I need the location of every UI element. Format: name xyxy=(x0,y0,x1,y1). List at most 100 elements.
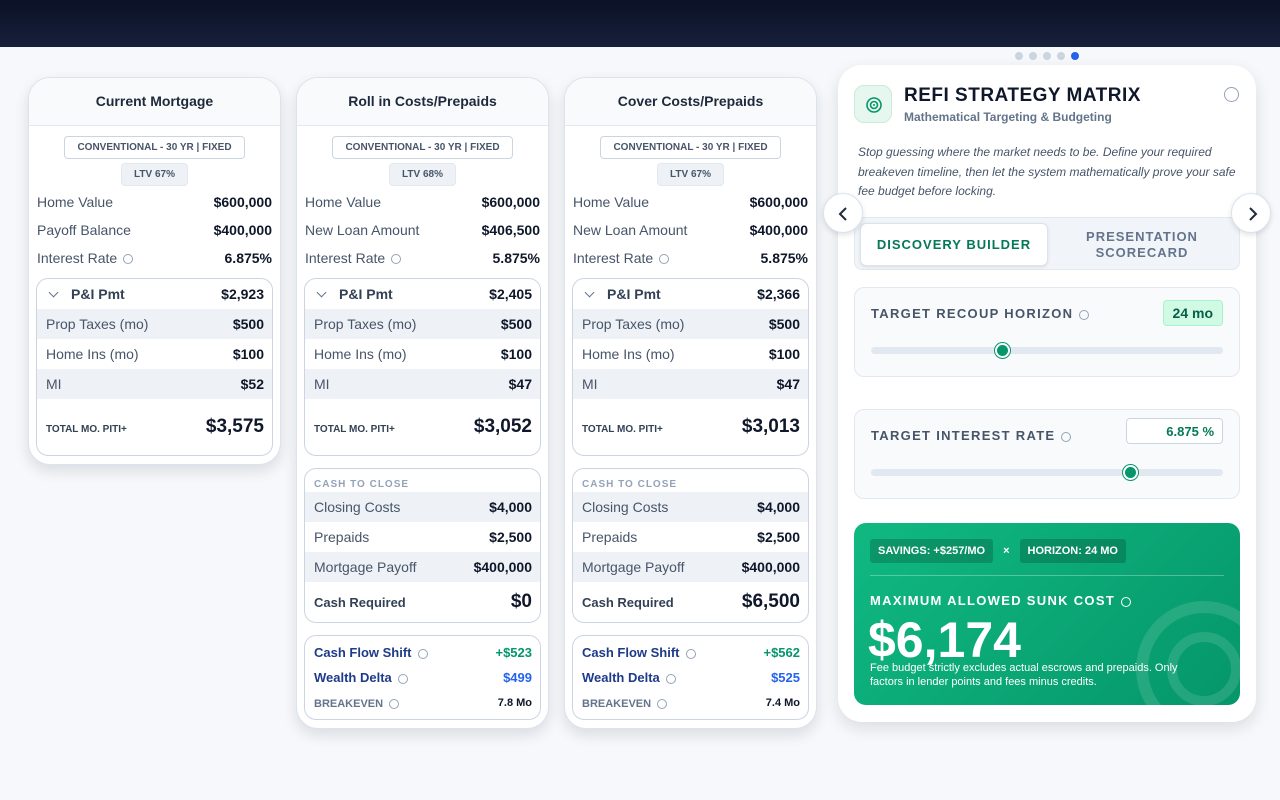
row-label: Prepaids xyxy=(314,529,370,545)
row-value: $500 xyxy=(500,316,532,332)
loan-row: New Loan Amount $406,500 xyxy=(297,216,548,244)
label-text: MAXIMUM ALLOWED SUNK COST xyxy=(870,593,1116,608)
result-note: Fee budget strictly excludes actual escr… xyxy=(870,662,1178,688)
slider[interactable] xyxy=(871,343,1223,358)
target-icon xyxy=(854,85,892,123)
row-label: Prop Taxes (mo) xyxy=(46,316,149,332)
tab[interactable]: DISCOVERY BUILDER xyxy=(860,223,1048,266)
piti-head[interactable]: P&I Pmt $2,923 xyxy=(37,279,272,309)
info-icon[interactable] xyxy=(391,254,402,265)
info-icon[interactable] xyxy=(417,648,428,659)
row-label-wrap: Closing Costs xyxy=(314,499,400,515)
chip: HORIZON: 24 MO xyxy=(1019,539,1126,563)
page-dot[interactable] xyxy=(1015,52,1023,60)
next-button[interactable] xyxy=(1231,193,1271,233)
row-value: $2,923 xyxy=(221,286,264,302)
slider[interactable] xyxy=(871,465,1223,480)
info-icon[interactable] xyxy=(389,698,400,709)
piti-row: MI $47 xyxy=(573,369,808,399)
info-icon[interactable] xyxy=(665,673,676,684)
info-icon[interactable] xyxy=(123,254,134,265)
row-value: $3,013 xyxy=(741,416,800,437)
piti-box: P&I Pmt $2,405 Prop Taxes (mo) $500 Home Ins… xyxy=(304,278,541,456)
row-value: $100 xyxy=(500,346,532,362)
row-label-wrap: Cash Flow Shift xyxy=(582,645,696,660)
info-icon[interactable] xyxy=(1079,309,1090,320)
tabs: DISCOVERY BUILDER PRESENTATION SCORECARD xyxy=(854,217,1240,270)
divider xyxy=(870,575,1224,576)
strategy-panel: REFI STRATEGY MATRIX Mathematical Target… xyxy=(838,65,1256,722)
info-icon[interactable] xyxy=(1121,596,1132,607)
tab[interactable]: PRESENTATION SCORECARD xyxy=(1086,228,1198,260)
row-label: Home Ins (mo) xyxy=(582,346,675,362)
info-icon[interactable] xyxy=(397,673,408,684)
row-label-wrap: Prepaids xyxy=(314,529,369,545)
piti-box: P&I Pmt $2,923 Prop Taxes (mo) $500 Home Ins… xyxy=(36,278,273,456)
row-label-wrap: TOTAL MO. PITI+ xyxy=(314,419,395,435)
row-label: Closing Costs xyxy=(582,499,669,515)
rate-input[interactable]: 6.875 % xyxy=(1126,418,1223,444)
chevron xyxy=(48,287,59,298)
row-label: New Loan Amount xyxy=(305,222,420,238)
row-label: New Loan Amount xyxy=(573,222,688,238)
row-value: $2,500 xyxy=(489,529,532,545)
piti-row: Prop Taxes (mo) $500 xyxy=(573,309,808,339)
chevron xyxy=(584,287,595,298)
slider-thumb[interactable] xyxy=(1123,465,1138,480)
metric-row: Wealth Delta $525 xyxy=(573,665,808,690)
badge: CONVENTIONAL - 30 YR | FIXED xyxy=(600,136,781,159)
info-icon[interactable] xyxy=(657,698,668,709)
row-label: Home Value xyxy=(305,194,382,210)
row-label-wrap: MI xyxy=(582,376,598,392)
chevron xyxy=(316,287,327,298)
piti-head[interactable]: P&I Pmt $2,405 xyxy=(305,279,540,309)
cash-total: Cash Required $0 xyxy=(305,582,540,622)
page-dot[interactable] xyxy=(1071,52,1079,60)
piti-total: TOTAL MO. PITI+ $3,575 xyxy=(37,399,272,455)
page-dot[interactable] xyxy=(1057,52,1065,60)
control-label: TARGET RECOUP HORIZON xyxy=(871,306,1090,321)
panel-title: REFI STRATEGY MATRIX xyxy=(904,85,1141,106)
row-label-wrap: Mortgage Payoff xyxy=(582,559,684,575)
row-label-wrap: Home Value xyxy=(305,194,381,210)
slider-thumb[interactable] xyxy=(995,343,1010,358)
label-text: TARGET INTEREST RATE xyxy=(871,428,1056,443)
badge: LTV 67% xyxy=(657,163,724,186)
info-icon[interactable] xyxy=(685,648,696,659)
piti-row: Home Ins (mo) $100 xyxy=(37,339,272,369)
row-label: Wealth Delta xyxy=(582,670,660,685)
control-value: 24 mo xyxy=(1162,300,1223,326)
prev-button[interactable] xyxy=(823,193,863,233)
row-label: P&I Pmt xyxy=(607,286,661,302)
section-label: CASH TO CLOSE xyxy=(582,479,678,490)
row-label: Home Ins (mo) xyxy=(46,346,139,362)
row-label: BREAKEVEN xyxy=(582,698,652,710)
row-value: 7.8 Mo xyxy=(497,696,532,709)
row-label-wrap: MI xyxy=(314,376,330,392)
pagination xyxy=(1015,52,1079,60)
badge: LTV 68% xyxy=(389,163,456,186)
piti-head[interactable]: P&I Pmt $2,366 xyxy=(573,279,808,309)
info-icon[interactable] xyxy=(1061,431,1072,442)
row-label-wrap: Prepaids xyxy=(582,529,637,545)
row-label: Home Ins (mo) xyxy=(314,346,407,362)
loan-row: Interest Rate 5.875% xyxy=(297,244,548,272)
row-value: $100 xyxy=(768,346,800,362)
row-value: $3,052 xyxy=(473,416,532,437)
row-label: BREAKEVEN xyxy=(314,698,384,710)
loan-row: Home Value $600,000 xyxy=(565,188,816,216)
loan-row: Home Value $600,000 xyxy=(297,188,548,216)
piti-total: TOTAL MO. PITI+ $3,013 xyxy=(573,399,808,455)
panel-subtitle: Mathematical Targeting & Budgeting xyxy=(904,110,1112,124)
page-dot[interactable] xyxy=(1043,52,1051,60)
row-label-wrap: Mortgage Payoff xyxy=(314,559,416,575)
input-value: 6.875 xyxy=(1166,424,1199,439)
result-amount: $6,174 xyxy=(868,612,1021,668)
cash-row: Prepaids $2,500 xyxy=(305,522,540,552)
help-icon[interactable] xyxy=(1224,87,1239,102)
row-label: Cash Required xyxy=(582,595,674,610)
row-label: P&I Pmt xyxy=(71,286,125,302)
row-label: Interest Rate xyxy=(573,250,654,266)
info-icon[interactable] xyxy=(659,254,670,265)
page-dot[interactable] xyxy=(1029,52,1037,60)
